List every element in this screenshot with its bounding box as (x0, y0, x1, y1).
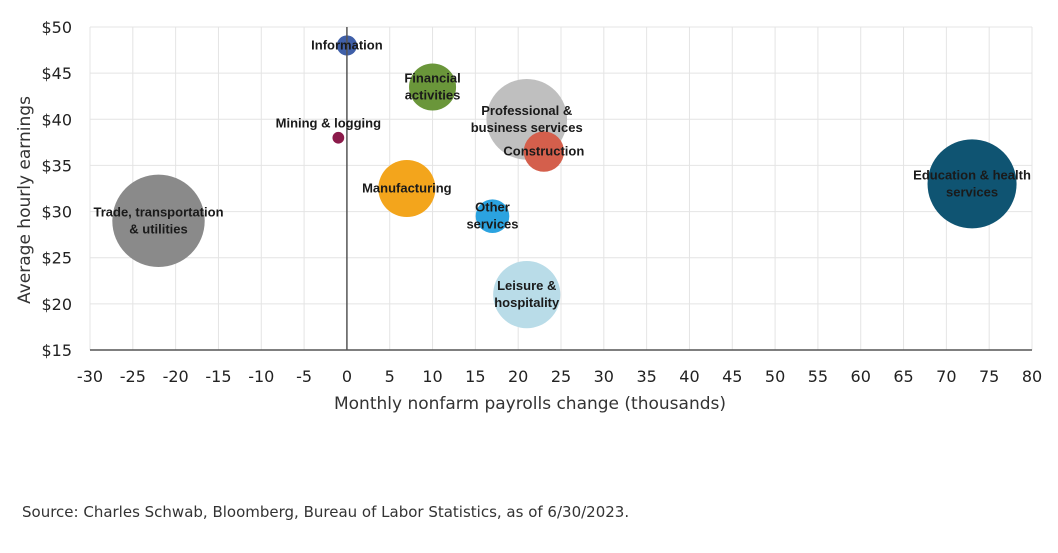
x-tick-label: 65 (893, 367, 913, 386)
y-tick-label: $25 (41, 249, 72, 268)
x-tick-label: 35 (636, 367, 656, 386)
bubble-label: Professional & business services (471, 103, 583, 135)
bubble (332, 131, 345, 144)
y-axis-title: Average hourly earnings (15, 96, 35, 304)
x-tick-label: 0 (342, 367, 352, 386)
bubbles (112, 35, 1017, 329)
x-tick-label: 30 (594, 367, 614, 386)
x-tick-label: 15 (465, 367, 485, 386)
gridlines (89, 26, 1033, 351)
bubble (409, 63, 457, 111)
x-tick-label: 10 (422, 367, 442, 386)
x-tick-label: -15 (205, 367, 231, 386)
bubble-label: Education & health services (913, 167, 1031, 199)
bubble-chart: -30 -25 -20 -15 -10 -5 0 5 10 15 20 25 30 35 40 45 50 55 6… (15, 18, 1042, 414)
source-note: Source: Charles Schwab, Bloomberg, Burea… (22, 503, 630, 521)
x-tick-label: 70 (936, 367, 956, 386)
x-tick-label: 45 (722, 367, 742, 386)
x-tick-label: -20 (163, 367, 189, 386)
bubble (493, 261, 561, 329)
axes (90, 27, 1032, 351)
bubble-label: Information (311, 37, 383, 52)
bubble-label: Manufacturing (362, 181, 452, 196)
y-tick-label: $50 (41, 18, 72, 37)
bubble (475, 199, 510, 233)
bubble-labels: Information Financial activities Mining & l… (93, 37, 1030, 310)
x-tick-label: 20 (508, 367, 528, 386)
bubble-label: Financial activities (404, 70, 460, 102)
x-tick-label: 55 (808, 367, 828, 386)
x-tick-label: 5 (385, 367, 395, 386)
y-tick-label: $40 (41, 110, 72, 129)
x-tick-label: 60 (851, 367, 871, 386)
x-tick-label: 80 (1022, 367, 1042, 386)
x-tick-label: 50 (765, 367, 785, 386)
bubble-label: Trade, transportation & utilities (93, 204, 223, 236)
bubble (112, 174, 205, 267)
bubble (378, 159, 436, 218)
x-axis-title: Monthly nonfarm payrolls change (thousan… (334, 394, 726, 414)
x-tick-label: -25 (120, 367, 146, 386)
bubble (927, 139, 1017, 229)
y-tick-label: $20 (41, 295, 72, 314)
bubble-label: Mining & logging (276, 116, 381, 131)
x-tick-label: -10 (248, 367, 274, 386)
x-tick-label: 75 (979, 367, 999, 386)
x-tick-label: -5 (296, 367, 312, 386)
y-tick-label: $30 (41, 203, 72, 222)
x-tick-label: -30 (77, 367, 103, 386)
bubble-label: Other services (466, 200, 518, 232)
y-tick-label: $15 (41, 341, 72, 360)
y-tick-label: $35 (41, 156, 72, 175)
bubble (523, 131, 565, 172)
y-tick-label: $45 (41, 64, 72, 83)
x-tick-label: 40 (679, 367, 699, 386)
bubble-label: Construction (503, 144, 584, 159)
x-tick-label: 25 (551, 367, 571, 386)
bubble-label: Leisure & hospitality (494, 278, 560, 310)
tick-labels: -30 -25 -20 -15 -10 -5 0 5 10 15 20 25 30 35 40 45 50 55 6… (41, 18, 1042, 386)
